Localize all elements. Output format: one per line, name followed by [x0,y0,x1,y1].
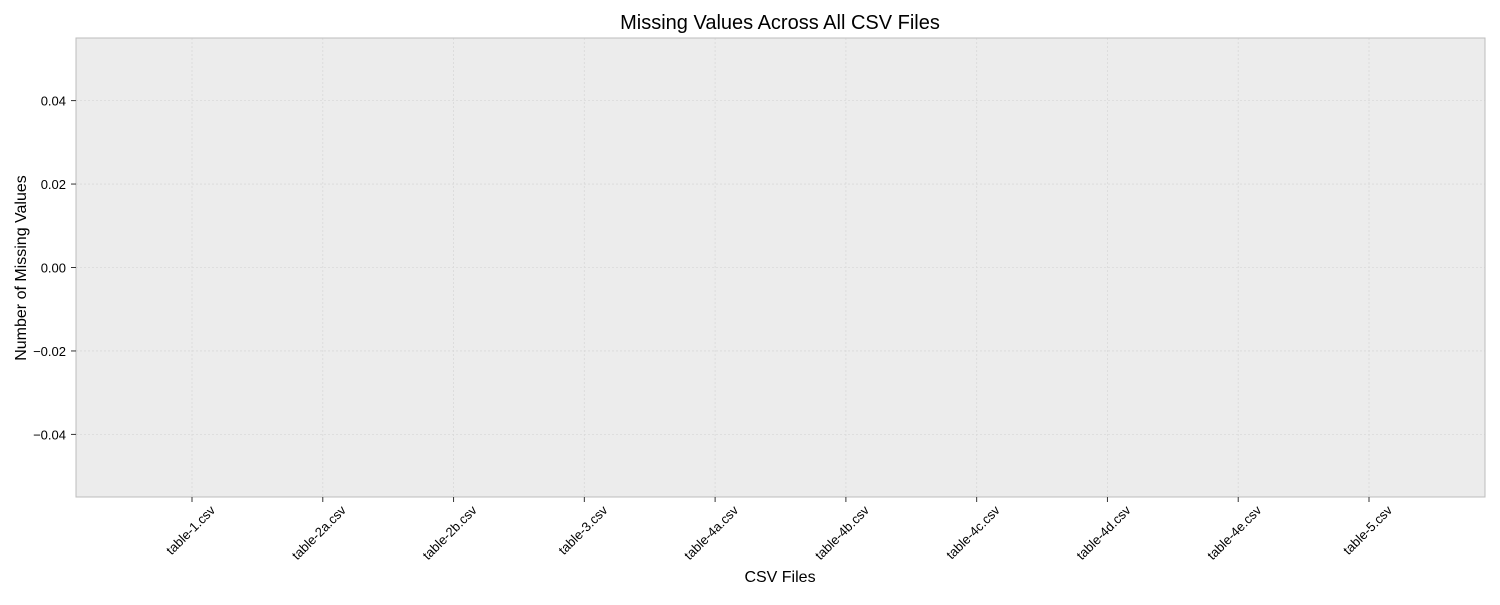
y-axis-label: Number of Missing Values [13,175,30,361]
x-axis-label: CSV Files [744,569,815,586]
chart-title: Missing Values Across All CSV Files [620,12,940,34]
y-tick-label: −0.02 [33,344,66,359]
x-tick-label: table-1.csv [163,502,218,557]
y-tick-label: 0.00 [41,261,66,276]
x-tick-label: table-4a.csv [681,502,742,563]
y-tick-label: −0.04 [33,427,66,442]
y-tick-label: 0.02 [41,177,66,192]
x-tick-label: table-5.csv [1340,502,1395,557]
x-tick-label: table-3.csv [555,502,610,557]
grid-lines [76,38,1485,497]
y-axis-ticks: −0.04 −0.02 0.00 0.02 0.04 [33,94,76,442]
x-tick-label: table-4c.csv [943,502,1003,562]
x-tick-label: table-2a.csv [289,502,350,563]
y-tick-label: 0.04 [41,94,66,109]
x-axis-ticks: table-1.csv table-2a.csv table-2b.csv table… [163,497,1395,563]
x-tick-label: table-4e.csv [1204,502,1265,563]
x-tick-label: table-4d.csv [1073,502,1134,563]
x-tick-label: table-2b.csv [420,502,481,563]
x-tick-label: table-4b.csv [812,502,873,563]
